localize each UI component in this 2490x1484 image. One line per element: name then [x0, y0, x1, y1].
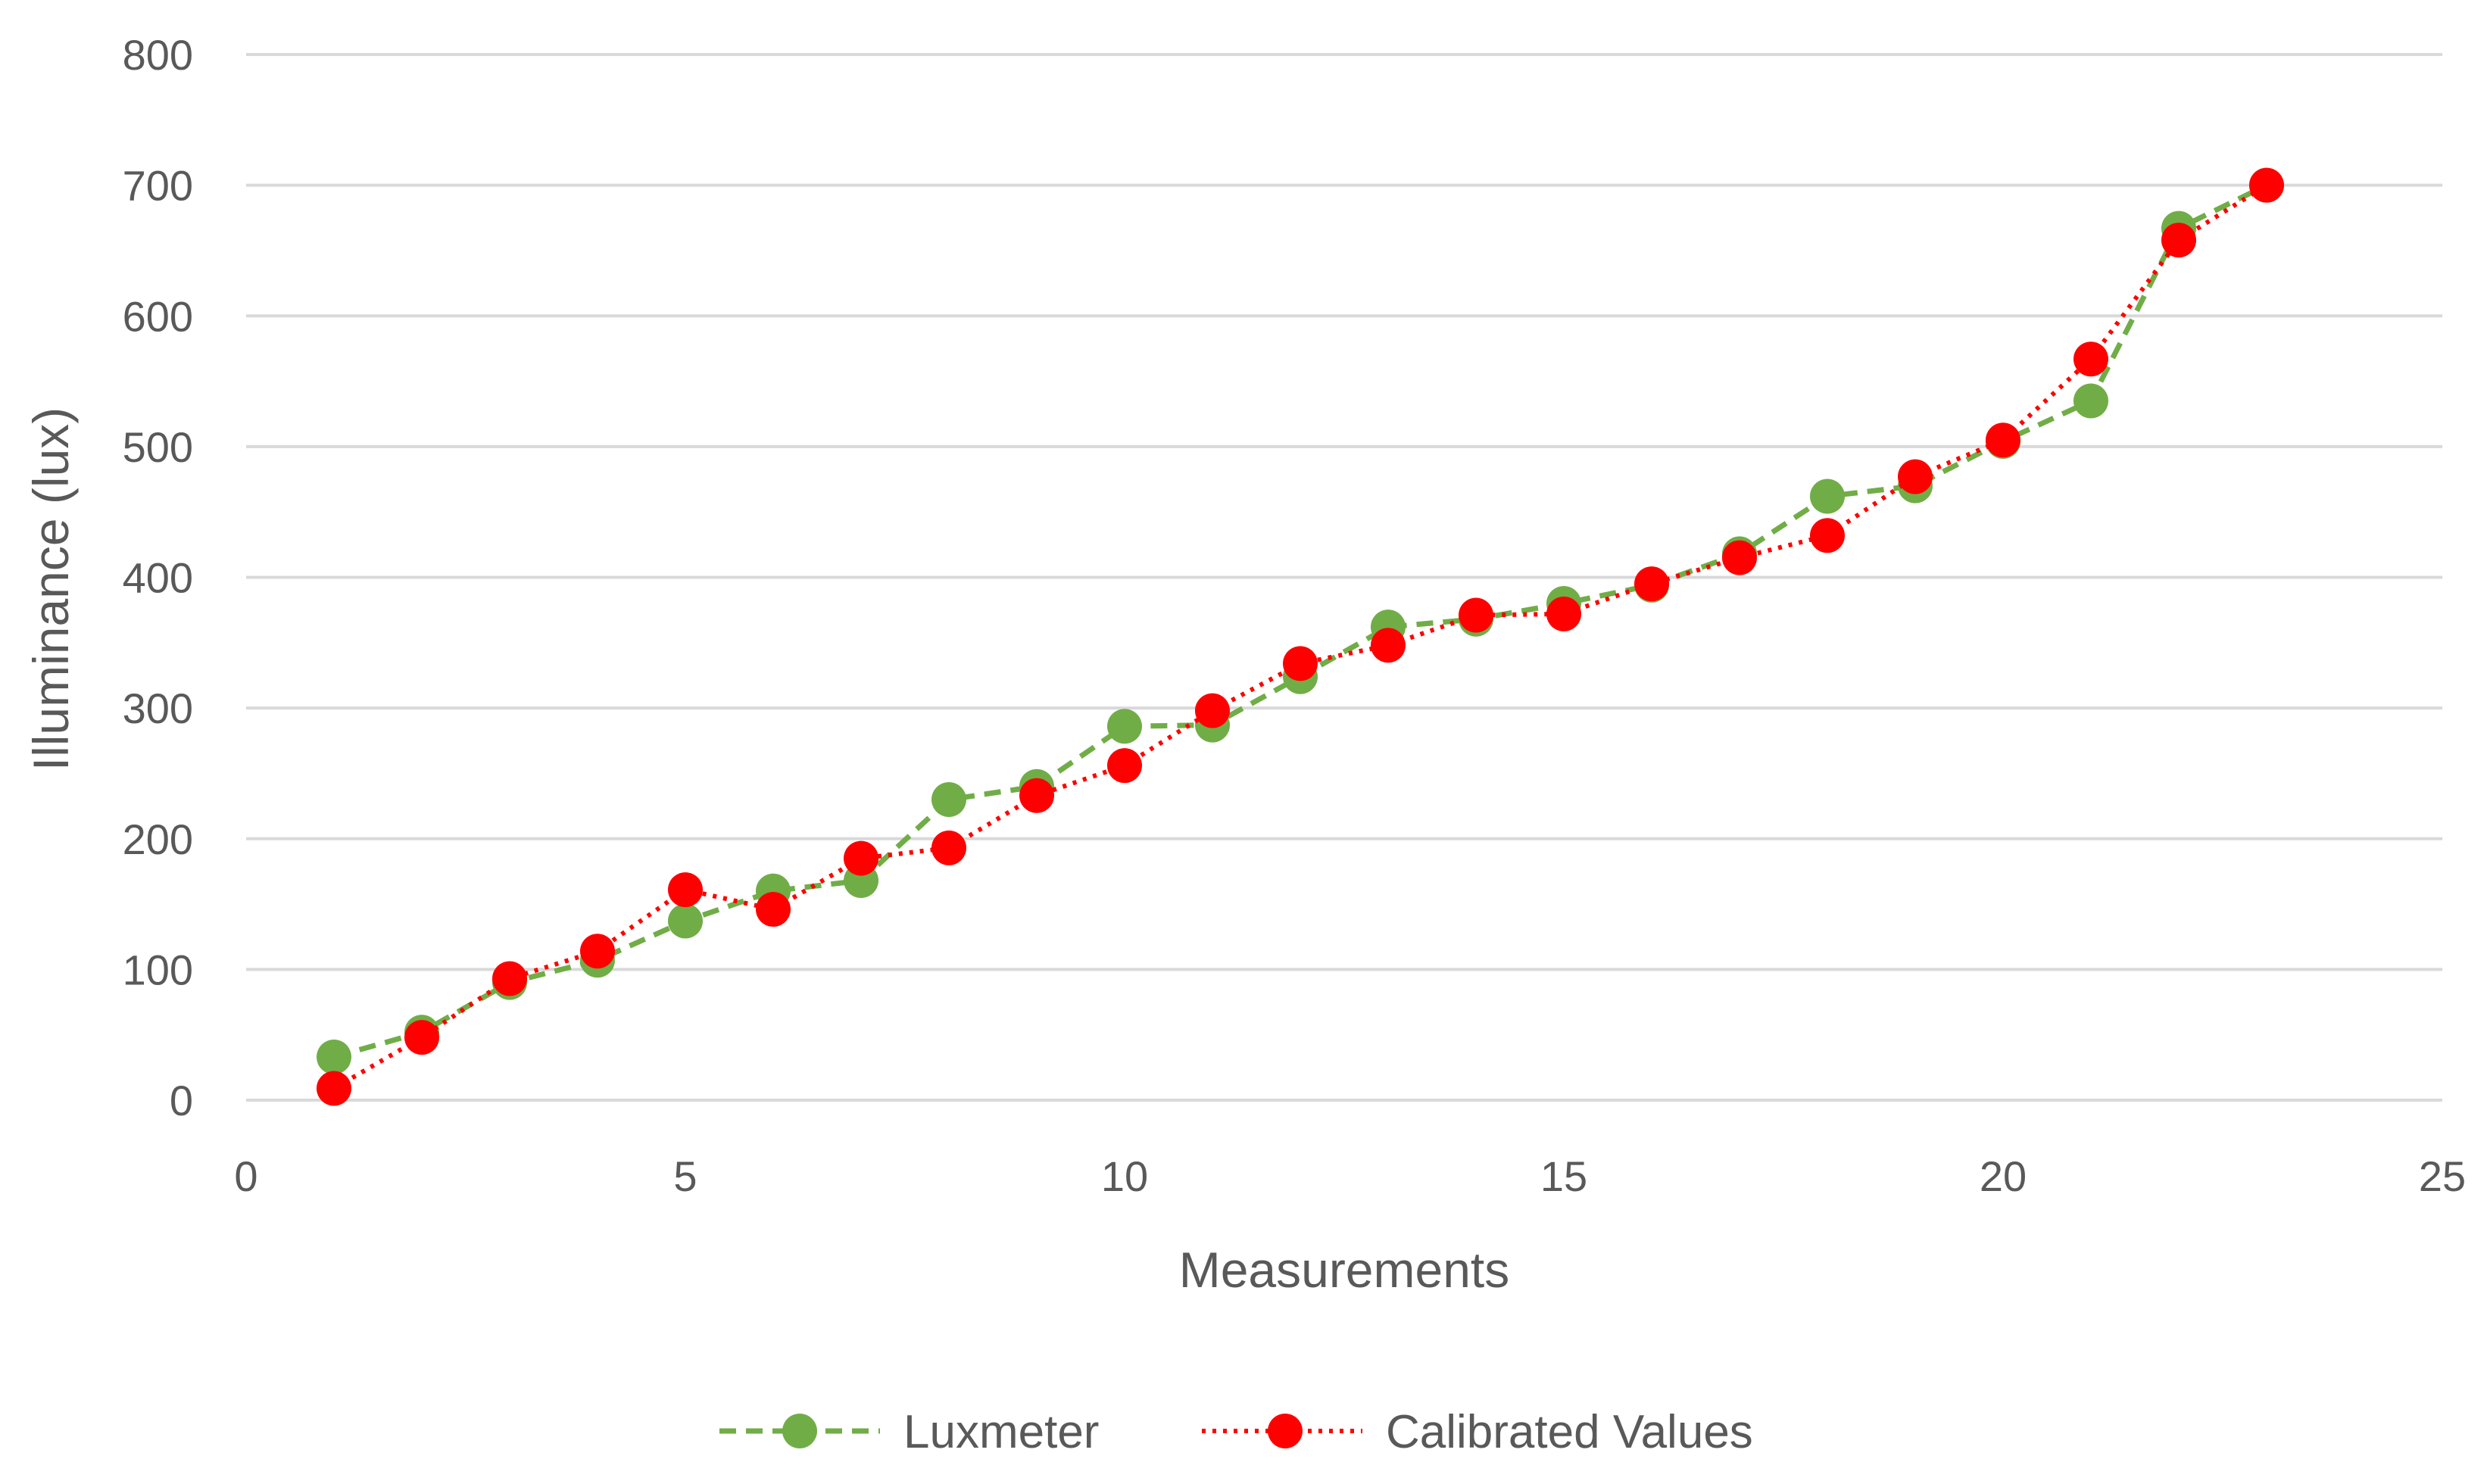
data-point — [2161, 223, 2196, 258]
data-point — [1898, 459, 1933, 494]
x-axis-ticks: 0 5 10 15 20 25 — [234, 1152, 2466, 1200]
data-point — [668, 872, 703, 908]
data-point — [1986, 422, 2020, 458]
data-point — [1107, 709, 1142, 744]
data-point — [580, 934, 615, 969]
data-point — [404, 1020, 439, 1055]
y-tick-label: 400 — [123, 554, 193, 602]
x-tick-label: 5 — [673, 1152, 697, 1200]
data-point — [1546, 596, 1581, 631]
data-point — [1810, 479, 1845, 514]
data-point — [317, 1040, 351, 1075]
legend-item: Luxmeter — [719, 1406, 1099, 1458]
y-axis-title: Illuminance (lux) — [23, 407, 79, 772]
legend-label: Luxmeter — [903, 1406, 1099, 1458]
data-point — [668, 903, 703, 939]
x-tick-label: 10 — [1101, 1152, 1148, 1200]
x-tick-label: 15 — [1540, 1152, 1587, 1200]
y-tick-label: 800 — [123, 31, 193, 79]
legend-marker — [782, 1414, 817, 1448]
y-tick-label: 700 — [123, 162, 193, 210]
y-tick-label: 0 — [170, 1077, 193, 1124]
data-point — [1371, 628, 1406, 663]
series-line — [332, 183, 2268, 1091]
data-point — [1107, 748, 1142, 784]
gridlines — [246, 53, 2442, 1102]
y-tick-label: 100 — [123, 946, 193, 993]
y-tick-label: 500 — [123, 423, 193, 471]
data-point — [1459, 597, 1493, 633]
data-point — [2249, 167, 2284, 203]
series-1 — [317, 167, 2284, 1106]
x-tick-label: 0 — [234, 1152, 257, 1200]
y-tick-label: 300 — [123, 684, 193, 732]
legend: Luxmeter Calibrated Values — [719, 1406, 1753, 1458]
data-point — [1195, 693, 1230, 728]
data-point — [844, 840, 878, 876]
data-point — [492, 961, 527, 996]
legend-item: Calibrated Values — [1202, 1406, 1753, 1458]
legend-marker — [1268, 1414, 1303, 1448]
data-point — [931, 781, 966, 817]
data-point — [1019, 778, 1054, 813]
data-point — [756, 891, 791, 927]
data-point — [931, 830, 966, 865]
data-point — [1283, 646, 1318, 681]
data-point — [317, 1071, 351, 1106]
x-tick-label: 20 — [1980, 1152, 2027, 1200]
y-tick-label: 200 — [123, 815, 193, 863]
data-point — [1634, 566, 1669, 602]
y-tick-label: 600 — [123, 292, 193, 340]
x-tick-label: 25 — [2419, 1152, 2466, 1200]
legend-label: Calibrated Values — [1386, 1406, 1753, 1458]
series-0 — [317, 167, 2284, 1075]
series-layer — [317, 167, 2284, 1106]
data-point — [1722, 540, 1757, 575]
data-point — [1810, 518, 1845, 553]
x-axis-title: Measurements — [1179, 1242, 1510, 1298]
data-point — [2073, 383, 2108, 419]
data-point — [2073, 341, 2108, 377]
y-axis-ticks: 0 100 200 300 400 500 600 700 800 — [123, 31, 193, 1124]
